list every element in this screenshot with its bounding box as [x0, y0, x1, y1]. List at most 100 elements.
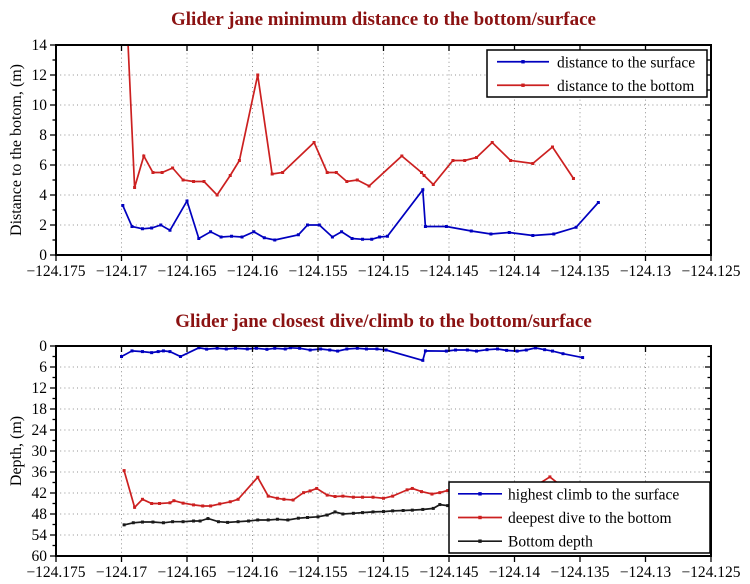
data-point-marker — [319, 347, 323, 351]
data-point-marker — [270, 172, 274, 176]
data-point-marker — [505, 348, 509, 352]
data-point-marker — [161, 521, 165, 525]
data-point-marker — [401, 509, 405, 512]
data-point-marker — [133, 186, 137, 189]
data-point-marker — [317, 223, 321, 227]
y-tick-label: 18 — [32, 401, 48, 418]
y-tick-label: 6 — [39, 359, 47, 376]
data-point-marker — [543, 348, 547, 352]
data-point-marker — [122, 469, 126, 473]
data-point-marker — [298, 346, 302, 350]
data-point-marker — [150, 351, 154, 355]
data-point-marker — [333, 510, 337, 514]
data-point-marker — [205, 347, 209, 351]
data-point-marker — [333, 495, 337, 498]
data-point-marker — [151, 171, 155, 174]
data-point-marker — [355, 346, 359, 350]
data-point-marker — [384, 348, 388, 352]
data-point-marker — [130, 225, 134, 228]
data-point-marker — [385, 234, 389, 238]
data-point-marker — [405, 488, 409, 492]
x-tick-label: −124.16 — [227, 564, 279, 581]
legend-marker-sample — [478, 492, 482, 496]
data-point-marker — [156, 350, 160, 354]
data-point-marker — [345, 347, 349, 351]
axis-ticks — [50, 44, 712, 261]
data-point-marker — [256, 73, 260, 77]
data-point-marker — [178, 355, 182, 358]
x-tick-label: −124.145 — [419, 564, 478, 581]
data-point-marker — [485, 348, 489, 352]
data-point-marker — [308, 489, 312, 493]
data-point-marker — [198, 519, 202, 523]
data-point-marker — [361, 237, 365, 241]
data-point-marker — [382, 496, 385, 500]
x-tick-label: −124.13 — [620, 263, 672, 280]
data-point-marker — [215, 346, 219, 350]
legend: distance to the surface distance to the b… — [486, 49, 708, 98]
gridlines — [56, 346, 711, 556]
data-point-marker — [421, 507, 425, 511]
data-point-marker — [364, 347, 368, 351]
data-point-marker — [410, 508, 414, 512]
data-point-marker — [181, 520, 185, 524]
data-point-marker — [192, 519, 196, 523]
data-point-marker — [159, 223, 163, 227]
y-tick-label: 42 — [32, 485, 48, 502]
y-tick-label: 54 — [32, 527, 48, 544]
data-point-marker — [325, 513, 329, 517]
data-point-marker — [256, 475, 260, 479]
data-point-marker — [226, 520, 230, 524]
x-tick-label: −124.165 — [157, 564, 216, 581]
data-point-marker — [410, 486, 414, 490]
data-point-marker — [296, 233, 300, 237]
series-highest-climb-to-the-surface — [120, 346, 585, 362]
data-point-marker — [336, 349, 340, 353]
data-point-marker — [266, 518, 270, 522]
y-tick-label: 60 — [32, 548, 48, 565]
data-point-marker — [469, 229, 473, 233]
data-point-marker — [308, 348, 312, 352]
x-tick-label: −124.14 — [489, 263, 541, 280]
y-tick-label: 6 — [39, 157, 47, 174]
data-point-marker — [550, 145, 554, 149]
y-tick-label: 4 — [39, 187, 47, 204]
data-point-marker — [454, 348, 458, 352]
data-point-marker — [171, 166, 175, 170]
data-point-marker — [219, 235, 223, 239]
data-point-marker — [283, 347, 287, 351]
data-point-marker — [444, 349, 448, 353]
data-point-marker — [228, 500, 232, 504]
data-point-marker — [423, 349, 427, 353]
series-distance-to-the-bottom — [127, 45, 575, 197]
x-tick-label: −124.15 — [358, 564, 410, 581]
legend-box — [486, 49, 708, 98]
chart-1: −124.175 −124.17 −124.165 −124.16 −124.155 −1… — [26, 338, 740, 581]
legend-entry-label: distance to the bottom — [557, 78, 694, 95]
legend: highest climb to the surface deepest dive… — [448, 481, 711, 554]
data-point-marker — [507, 231, 511, 234]
data-point-marker — [120, 355, 123, 358]
data-point-marker — [581, 356, 585, 360]
data-point-marker — [247, 519, 251, 523]
y-tick-label: 24 — [32, 422, 48, 439]
y-tick-label: 12 — [32, 380, 48, 397]
x-tick-label: −124.15 — [358, 263, 410, 280]
data-point-marker — [400, 154, 404, 158]
data-point-marker — [371, 495, 375, 499]
data-point-marker — [382, 510, 385, 514]
data-point-marker — [168, 501, 172, 505]
data-point-marker — [275, 496, 279, 500]
data-point-marker — [296, 516, 300, 520]
data-point-marker — [596, 201, 600, 204]
data-point-marker — [172, 499, 176, 503]
data-point-marker — [515, 349, 519, 353]
data-point-marker — [121, 204, 125, 207]
legend-marker-sample — [478, 539, 482, 543]
data-point-marker — [151, 520, 155, 524]
data-point-marker — [131, 521, 135, 525]
x-tick-label: −124.145 — [419, 263, 478, 280]
data-point-marker — [306, 516, 310, 519]
top-chart-ylabel: Distance to the botom, (m) — [8, 64, 25, 236]
